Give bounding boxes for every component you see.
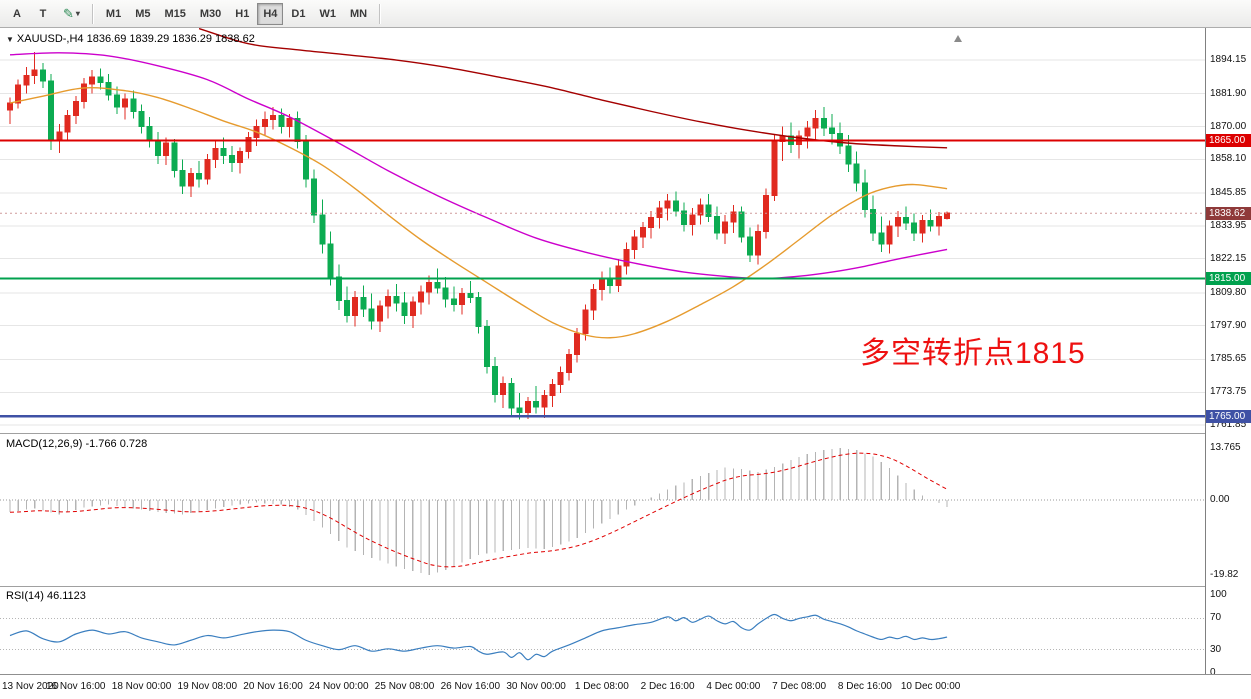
rsi-indicator-label: RSI(14) 46.1123 xyxy=(6,590,86,602)
price-axis-label: 1797.90 xyxy=(1210,319,1247,331)
rsi-axis-label: 0 xyxy=(1210,667,1216,678)
time-axis-label: 25 Nov 08:00 xyxy=(374,681,435,692)
timeframe-m1[interactable]: M1 xyxy=(100,3,127,25)
time-axis-label: 16 Nov 16:00 xyxy=(46,681,106,692)
chart-annotation-text: 多空转折点1815 xyxy=(860,337,1086,370)
time-axis-label: 24 Nov 00:00 xyxy=(309,681,369,692)
dropdown-triangle-icon[interactable]: ▼ xyxy=(6,35,14,44)
timeframe-mn[interactable]: MN xyxy=(344,3,373,25)
price-axis[interactable]: 1894.15 1881.90 1870.00 1858.10 1845.85 1833.… xyxy=(1205,28,1251,678)
timeframe-m15[interactable]: M15 xyxy=(158,3,191,25)
time-axis-label: 4 Dec 00:00 xyxy=(706,681,761,692)
chart-shift-marker xyxy=(954,35,962,42)
time-axis-label: 7 Dec 08:00 xyxy=(772,681,827,692)
time-axis-label: 2 Dec 16:00 xyxy=(640,681,695,692)
timeframe-h1[interactable]: H1 xyxy=(229,3,255,25)
macd-axis-label: -19.82 xyxy=(1210,569,1239,581)
price-axis-label: 1870.00 xyxy=(1210,120,1247,132)
toolbar-separator xyxy=(379,3,382,24)
price-axis-label: 1894.15 xyxy=(1210,53,1247,65)
time-axis-label: 13 Nov 2020 xyxy=(2,681,59,692)
rsi-axis-label: 100 xyxy=(1210,589,1227,600)
price-axis-label: 1809.80 xyxy=(1210,286,1247,298)
time-axis-label: 26 Nov 16:00 xyxy=(440,681,501,692)
text-tool-button[interactable]: T xyxy=(31,3,55,25)
time-axis-label: 30 Nov 00:00 xyxy=(506,681,566,692)
panel-splitter[interactable] xyxy=(0,433,1251,434)
chart-workspace: ▼ XAUUSD-,H4 1836.69 1839.29 1836.29 1838… xyxy=(0,28,1251,699)
draw-tool-dropdown[interactable]: ✎ ▾ xyxy=(57,3,86,25)
price-axis-label: 1845.85 xyxy=(1210,187,1247,199)
price-axis-label: 1761.85 xyxy=(1210,419,1247,431)
rsi-axis-label: 70 xyxy=(1210,612,1222,624)
bid-price-badge: 1838.62 xyxy=(1206,207,1251,221)
macd-indicator-label: MACD(12,26,9) -1.766 0.728 xyxy=(6,438,148,450)
time-axis-label: 20 Nov 16:00 xyxy=(243,681,303,692)
time-axis[interactable]: 13 Nov 2020 16 Nov 16:00 18 Nov 00:00 19 No… xyxy=(0,674,1251,699)
time-axis-label: 10 Dec 00:00 xyxy=(900,681,961,692)
symbol-ohlc-text: XAUUSD-,H4 1836.69 1839.29 1836.29 1838.… xyxy=(16,33,255,45)
price-level-badge: 1865.00 xyxy=(1206,134,1251,148)
macd-axis-label: 13.765 xyxy=(1210,441,1241,453)
timeframe-w1[interactable]: W1 xyxy=(313,3,342,25)
pencil-icon: ✎ xyxy=(63,5,74,21)
timeframe-buttons: M1 M5 M15 M30 H1 H4 D1 W1 MN xyxy=(99,2,374,25)
time-axis-label: 8 Dec 16:00 xyxy=(837,681,892,692)
toolbar-separator xyxy=(91,3,94,24)
chevron-down-icon: ▾ xyxy=(75,9,80,18)
price-chart-canvas[interactable] xyxy=(0,28,1251,699)
macd-axis-label: 0.00 xyxy=(1210,494,1230,506)
panel-splitter[interactable] xyxy=(0,586,1251,587)
price-level-badge: 1765.00 xyxy=(1206,410,1251,424)
cursor-tool-button[interactable]: A xyxy=(5,3,29,25)
price-level-badge: 1815.00 xyxy=(1206,272,1251,286)
price-axis-label: 1881.90 xyxy=(1210,87,1247,99)
price-axis-label: 1822.15 xyxy=(1210,252,1247,264)
timeframe-d1[interactable]: D1 xyxy=(285,3,311,25)
price-axis-label: 1858.10 xyxy=(1210,153,1247,165)
time-axis-label: 18 Nov 00:00 xyxy=(111,681,172,692)
price-axis-label: 1785.65 xyxy=(1210,353,1247,365)
price-axis-label: 1833.95 xyxy=(1210,220,1247,232)
timeframe-m5[interactable]: M5 xyxy=(129,3,156,25)
time-axis-label: 1 Dec 08:00 xyxy=(574,681,629,692)
time-axis-label: 19 Nov 08:00 xyxy=(177,681,238,692)
chart-symbol-header: ▼ XAUUSD-,H4 1836.69 1839.29 1836.29 1838… xyxy=(6,33,255,45)
timeframe-m30[interactable]: M30 xyxy=(194,3,227,25)
rsi-axis-label: 30 xyxy=(1210,643,1222,655)
timeframe-h4[interactable]: H4 xyxy=(257,2,284,25)
price-axis-label: 1773.75 xyxy=(1210,386,1247,398)
toolbar: A T ✎ ▾ M1 M5 M15 M30 H1 H4 D1 W1 MN xyxy=(0,0,1251,28)
